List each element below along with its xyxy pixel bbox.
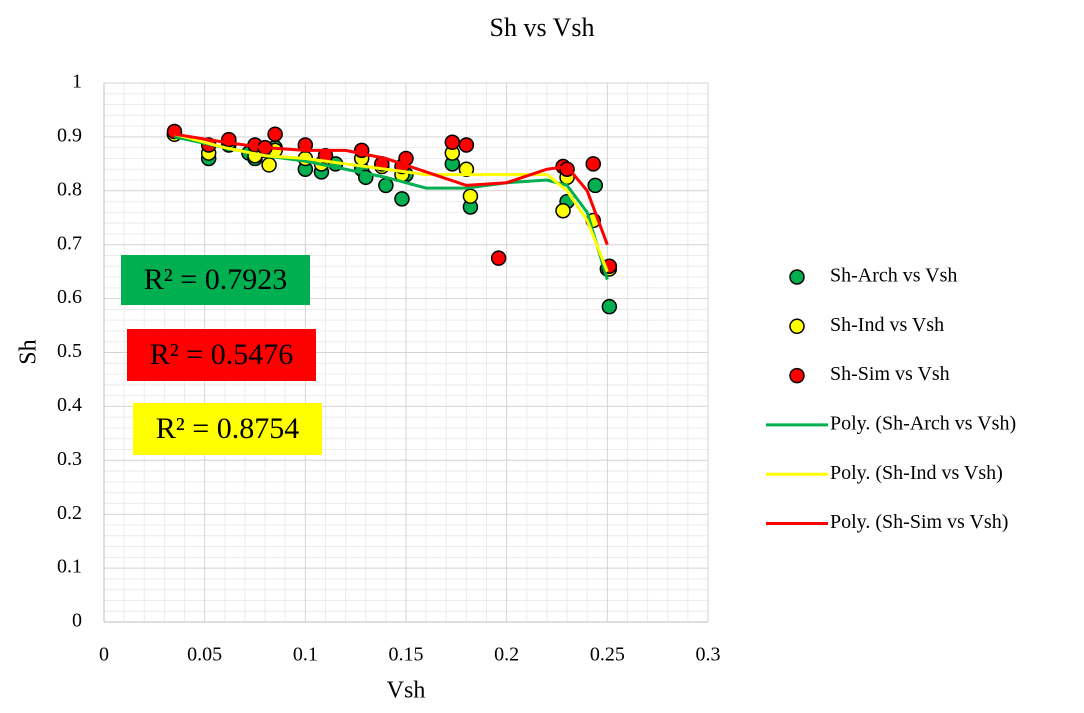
annotation-text: R² = 0.8754 (156, 412, 299, 445)
legend-label: Sh-Sim vs Vsh (830, 363, 950, 385)
legend-marker (789, 318, 805, 335)
legend-marker (789, 367, 805, 384)
x-tick-label: 0.15 (389, 644, 424, 666)
scatter-point (297, 137, 314, 153)
legend-label: Poly. (Sh-Ind vs Vsh) (830, 462, 1003, 484)
scatter-point (458, 137, 475, 153)
scatter-point (458, 161, 475, 177)
x-tick-label: 0.1 (293, 644, 318, 666)
trend-line (174, 132, 609, 273)
scatter-point (601, 298, 618, 315)
y-tick-label: 0.5 (57, 340, 82, 362)
scatter-point (444, 134, 461, 151)
scatter-point (267, 126, 283, 142)
y-tick-label: 0.9 (57, 124, 82, 146)
chart-title: Sh vs Vsh (489, 13, 594, 42)
scatter-point (585, 156, 601, 172)
x-tick-label: 0.05 (187, 644, 222, 666)
x-tick-label: 0.25 (590, 644, 625, 666)
y-tick-label: 0.2 (57, 502, 82, 524)
annotation-box (127, 329, 316, 381)
y-tick-label: 0.1 (57, 556, 82, 578)
scatter-point (378, 177, 394, 194)
scatter-point (261, 157, 277, 173)
x-axis-label: Vsh (387, 678, 426, 704)
y-tick-label: 0 (72, 610, 82, 632)
y-tick-label: 0.6 (57, 286, 82, 308)
y-tick-label: 0.3 (57, 448, 82, 470)
legend-label: Poly. (Sh-Sim vs Vsh) (830, 511, 1008, 533)
annotation-box (121, 255, 310, 305)
annotation-box (133, 403, 322, 455)
y-tick-label: 1 (72, 71, 82, 93)
scatter-point (394, 191, 410, 207)
scatter-point (587, 177, 604, 194)
x-tick-label: 0 (99, 644, 109, 666)
x-tick-label: 0.3 (696, 644, 721, 666)
y-tick-label: 0.8 (57, 178, 82, 200)
scatter-point (555, 202, 571, 219)
legend-label: Poly. (Sh-Arch vs Vsh) (830, 412, 1016, 434)
x-tick-label: 0.2 (494, 644, 519, 666)
y-tick-label: 0.7 (57, 232, 82, 254)
trend-line (174, 132, 609, 246)
annotation-text: R² = 0.5476 (150, 338, 293, 371)
annotation-text: R² = 0.7923 (144, 263, 287, 296)
legend-label: Sh-Arch vs Vsh (830, 265, 957, 287)
scatter-point (462, 188, 479, 204)
legend-label: Sh-Ind vs Vsh (830, 314, 944, 336)
y-tick-label: 0.4 (57, 394, 82, 416)
scatter-point (490, 250, 507, 266)
legend-marker (789, 269, 805, 285)
y-axis-label: Sh (16, 339, 42, 364)
